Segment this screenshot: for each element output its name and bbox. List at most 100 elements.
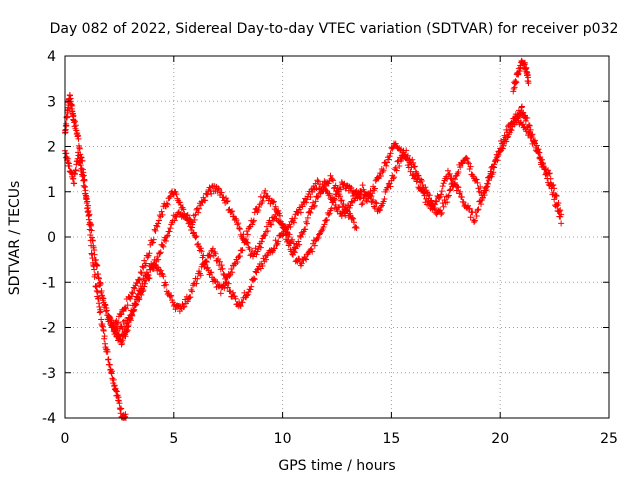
data-point-plus (384, 184, 391, 191)
data-point-plus (445, 171, 452, 178)
data-point-plus (118, 405, 125, 412)
data-point-plus (167, 225, 174, 232)
data-point-plus (317, 189, 324, 196)
data-point-plus (402, 151, 409, 158)
data-point-plus (428, 197, 435, 204)
data-point-plus (546, 170, 553, 177)
data-point-plus (122, 305, 129, 312)
data-point-plus (444, 193, 451, 200)
data-point-plus (279, 221, 286, 228)
data-point-plus (307, 209, 314, 216)
data-point-plus (105, 356, 112, 363)
data-point-plus (198, 198, 205, 205)
data-point-plus (451, 181, 458, 188)
data-point-plus (528, 132, 535, 139)
data-point-plus (257, 193, 264, 200)
y-axis-label: SDTVAR / TECUs (7, 181, 23, 296)
data-point-plus (195, 209, 202, 216)
data-point-plus (336, 204, 343, 211)
data-point-plus (380, 198, 387, 205)
data-point-plus (303, 196, 310, 203)
data-point-plus (123, 320, 130, 327)
data-point-plus (515, 70, 522, 77)
data-point-plus (253, 269, 260, 276)
data-point-plus (241, 289, 248, 296)
data-point-plus (236, 302, 243, 309)
data-point-plus (227, 288, 234, 295)
data-point-plus (411, 173, 418, 180)
data-point-plus (551, 196, 558, 203)
data-point-plus (478, 201, 485, 208)
y-tick-label: -1 (42, 275, 56, 291)
data-point-plus (371, 185, 378, 192)
data-point-plus (547, 175, 554, 182)
data-point-plus (307, 193, 314, 200)
data-point-plus (524, 124, 531, 131)
data-point-plus (552, 192, 559, 199)
data-point-plus (197, 202, 204, 209)
data-point-plus (263, 223, 270, 230)
x-tick-label: 25 (600, 431, 618, 447)
data-point-plus (111, 324, 118, 331)
data-point-plus (204, 264, 211, 271)
data-point-plus (527, 134, 534, 141)
data-point-plus (497, 148, 504, 155)
data-point-plus (239, 299, 246, 306)
x-axis-label: GPS time / hours (278, 458, 395, 474)
data-point-plus (357, 187, 364, 194)
data-point-plus (202, 197, 209, 204)
data-point-plus (203, 258, 210, 265)
data-point-plus (555, 200, 562, 207)
data-point-plus (129, 289, 136, 296)
data-point-plus (394, 158, 401, 165)
data-point-plus (162, 281, 169, 288)
data-point-plus (164, 232, 171, 239)
data-point-plus (457, 188, 464, 195)
data-point-plus (466, 205, 473, 212)
data-point-plus (236, 226, 243, 233)
data-point-plus (373, 200, 380, 207)
data-point-plus (499, 145, 506, 152)
data-point-plus (157, 249, 164, 256)
data-point-plus (431, 205, 438, 212)
data-point-plus (66, 162, 73, 169)
data-point-plus (184, 298, 191, 305)
data-point-plus (151, 226, 158, 233)
data-point-plus (216, 186, 223, 193)
data-point-plus (72, 167, 79, 174)
data-point-plus (290, 240, 297, 247)
data-point-plus (390, 175, 397, 182)
data-point-plus (129, 311, 136, 318)
data-point-plus (163, 200, 170, 207)
data-point-plus (223, 274, 230, 281)
data-point-plus (89, 237, 96, 244)
data-point-plus (317, 190, 324, 197)
data-point-plus (302, 255, 309, 262)
data-point-plus (78, 165, 85, 172)
data-point-plus (84, 198, 91, 205)
data-point-plus (285, 234, 292, 241)
data-point-plus (306, 208, 313, 215)
data-point-plus (180, 304, 187, 311)
data-point-plus (171, 217, 178, 224)
data-point-plus (539, 161, 546, 168)
data-point-plus (195, 240, 202, 247)
data-point-plus (150, 236, 157, 243)
data-point-plus (228, 208, 235, 215)
data-point-plus (505, 133, 512, 140)
data-point-plus (193, 233, 200, 240)
data-point-plus (295, 238, 302, 245)
data-point-plus (550, 182, 557, 189)
data-point-plus (372, 199, 379, 206)
data-point-plus (159, 211, 166, 218)
data-point-plus (510, 85, 517, 92)
data-point-plus (308, 245, 315, 252)
data-point-plus (455, 168, 462, 175)
data-point-plus (309, 189, 316, 196)
data-point-plus (518, 103, 525, 110)
data-point-plus (173, 191, 180, 198)
data-point-plus (268, 221, 275, 228)
data-point-plus (391, 174, 398, 181)
data-points (62, 57, 565, 421)
data-point-plus (517, 64, 524, 71)
